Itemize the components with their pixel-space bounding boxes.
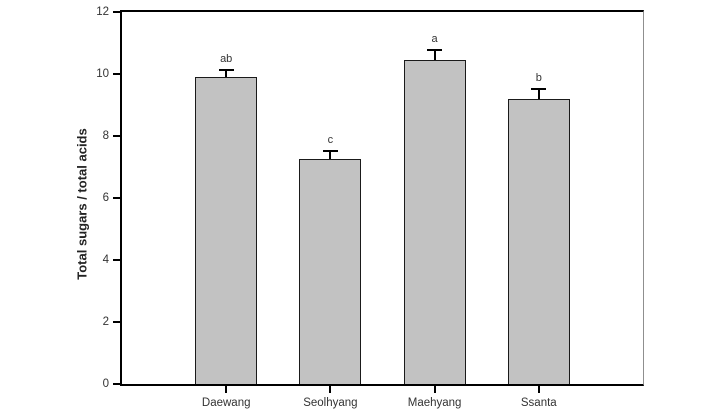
significance-letter-daewang: ab <box>220 53 233 66</box>
y-axis-tick-label: 2 <box>102 316 109 328</box>
error-bar-stem-daewang <box>225 69 228 78</box>
y-axis-tick-label: 10 <box>96 68 109 80</box>
significance-letter-ssanta: b <box>535 71 542 84</box>
error-bar-stem-maehyang <box>433 49 436 61</box>
error-bar-cap-ssanta <box>531 87 547 90</box>
y-axis-tick-label: 8 <box>102 130 109 142</box>
x-axis-tick-ssanta <box>537 386 540 393</box>
y-axis-tick <box>113 321 120 323</box>
error-bar-cap-seolhyang <box>322 149 338 152</box>
x-axis-tick-maehyang <box>433 386 436 393</box>
bar-ssanta <box>507 98 570 384</box>
y-axis-tick <box>113 383 120 385</box>
error-bar-stem-seolhyang <box>329 149 332 160</box>
significance-letter-maehyang: a <box>431 33 438 46</box>
y-axis-tick-label: 6 <box>102 192 109 204</box>
y-axis-tick <box>113 135 120 137</box>
y-axis-tick <box>113 259 120 261</box>
significance-letter-seolhyang: c <box>327 133 334 146</box>
error-bar-stem-ssanta <box>537 87 540 99</box>
x-axis-label-daewang: Daewang <box>201 397 251 409</box>
bar-seolhyang <box>299 159 362 384</box>
y-axis-tick <box>113 73 120 75</box>
y-axis-tick <box>113 11 120 13</box>
bar-daewang <box>195 77 258 384</box>
error-bar-cap-maehyang <box>427 49 443 52</box>
error-bar-cap-daewang <box>218 69 234 72</box>
y-axis-tick-label: 0 <box>102 378 109 390</box>
x-axis-label-maehyang: Maehyang <box>407 397 462 409</box>
x-axis-tick-daewang <box>225 386 228 393</box>
bar-maehyang <box>403 60 466 384</box>
x-axis-label-seolhyang: Seolhyang <box>303 397 358 409</box>
x-axis-tick-seolhyang <box>329 386 332 393</box>
y-axis-tick-label: 12 <box>96 6 109 18</box>
y-axis-tick-label: 4 <box>102 254 109 266</box>
x-axis-label-ssanta: Ssanta <box>520 397 557 409</box>
plot-area: 0 2 4 6 8 10 12 ab Daewang c Seolhyang a Maehyang b Ss… <box>96 6 644 409</box>
y-axis-tick <box>113 197 120 199</box>
